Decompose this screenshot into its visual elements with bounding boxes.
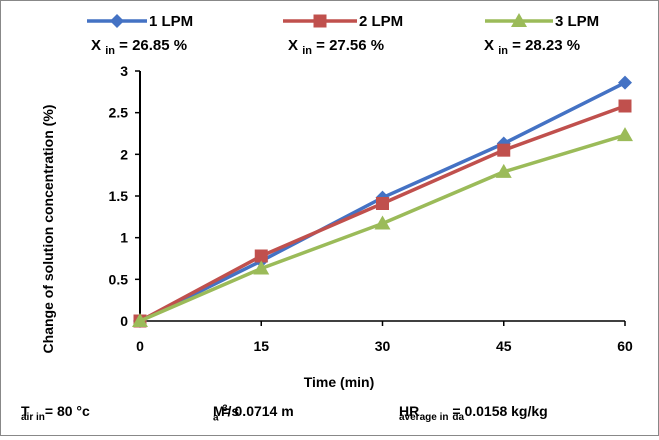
x-tick-label: 15: [253, 338, 269, 354]
y-tick-label: 1.5: [109, 188, 129, 204]
x-tick-label: 0: [136, 338, 144, 354]
series-layer: [132, 75, 633, 328]
humidity-ratio-note: HR average in = 0.0158 kg/kg da: [399, 403, 548, 423]
data-point: [253, 260, 270, 275]
y-tick-label: 3: [120, 63, 128, 79]
legend-sub-2: X in = 27.56 %: [288, 37, 385, 57]
x-tick-label: 60: [617, 338, 633, 354]
legend-sub-1: X in = 26.85 %: [91, 37, 188, 57]
data-point: [254, 249, 268, 263]
y-tick-label: 1: [120, 230, 128, 246]
series-3: [132, 127, 633, 327]
data-point: [618, 99, 632, 113]
legend-label-2: 2 LPM: [359, 13, 404, 30]
y-axis-label: Change of solution concentration (%): [40, 105, 56, 354]
y-tick-label: 0: [120, 313, 128, 329]
data-point: [618, 75, 632, 90]
data-point: [376, 197, 389, 210]
x-axis-label: Time (min): [304, 374, 375, 390]
legend-marker: [110, 14, 124, 28]
legend-marker: [313, 14, 327, 28]
legend-swatch-1: [87, 14, 147, 28]
x-tick-label: 45: [496, 338, 512, 354]
data-point: [495, 163, 512, 178]
y-tick-label: 0.5: [109, 271, 129, 287]
data-point: [617, 127, 633, 142]
legend-label-3: 3 LPM: [555, 13, 600, 30]
legend-marker: [511, 13, 527, 27]
legend-label-1: 1 LPM: [149, 13, 194, 30]
legend-sub-3: X in = 28.23 %: [484, 37, 581, 57]
x-axis-ticks: 0 15 30 45 60: [136, 321, 633, 354]
y-tick-label: 2: [120, 146, 128, 162]
x-tick-label: 30: [375, 338, 391, 354]
data-point: [132, 313, 148, 327]
y-axis-ticks: 0 0.5 1 1.5 2 2.5 3: [109, 63, 140, 329]
legend-markers: [87, 13, 553, 28]
y-tick-label: 2.5: [109, 105, 129, 121]
data-point: [374, 215, 391, 230]
legend-swatch-3: [485, 13, 553, 27]
legend-swatch-2: [283, 14, 357, 28]
data-point: [497, 143, 511, 157]
